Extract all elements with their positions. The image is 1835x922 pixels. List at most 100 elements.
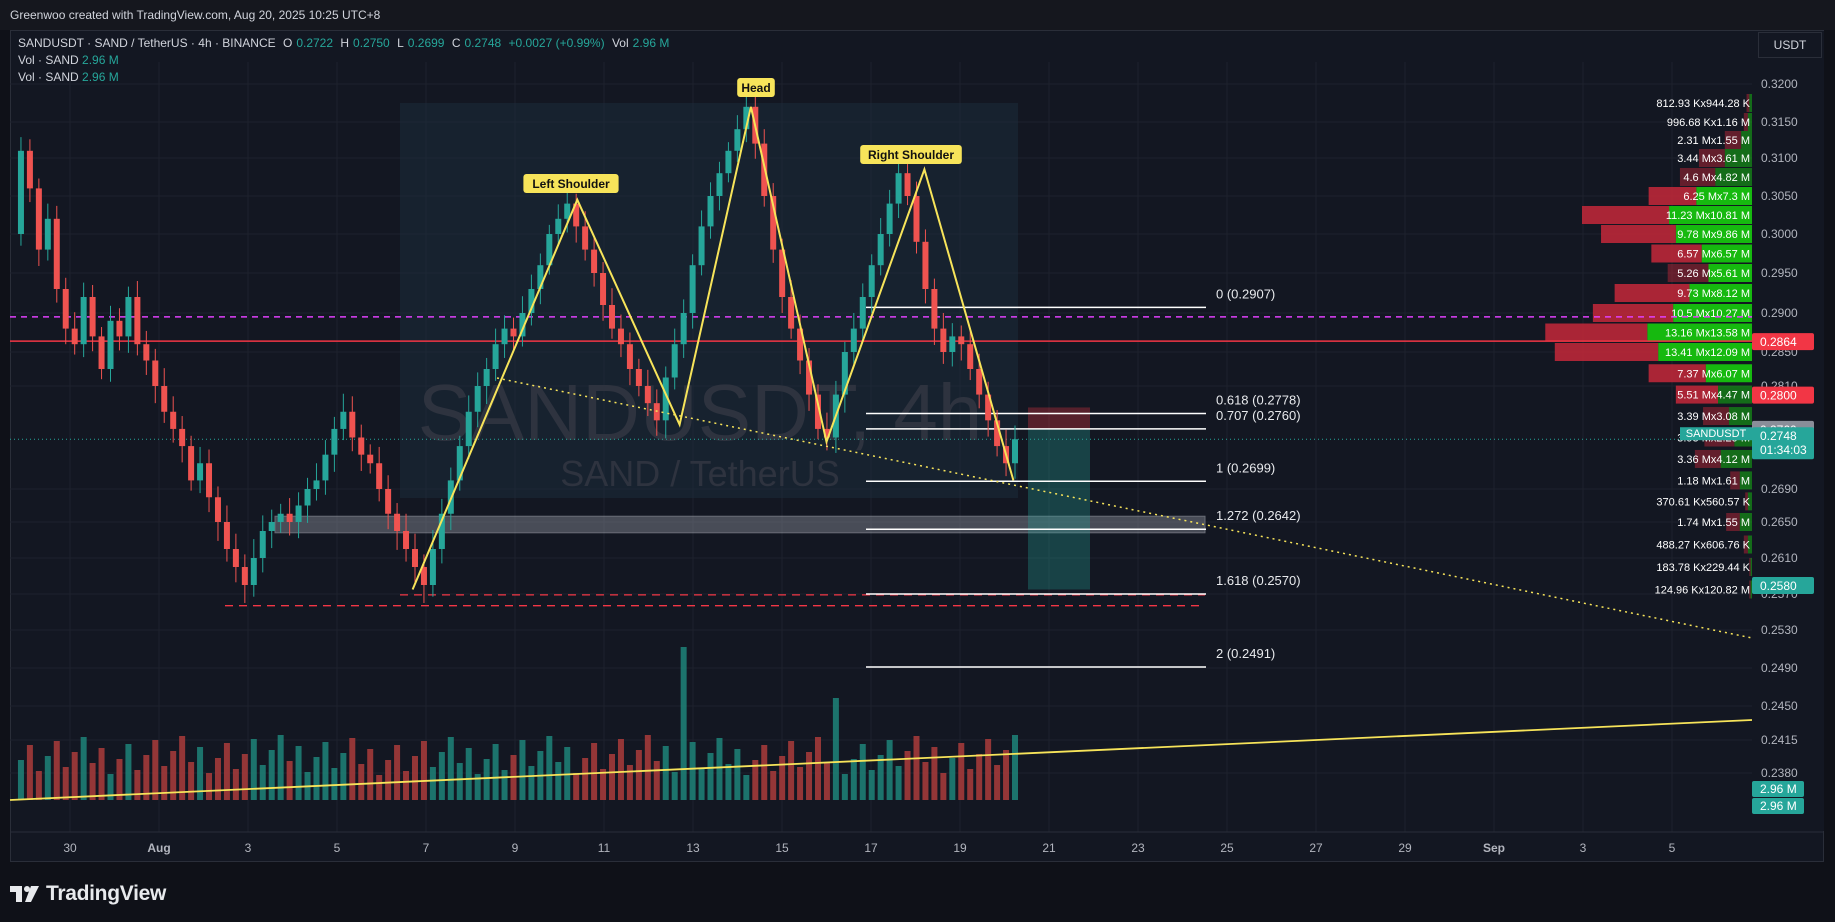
pattern-label-bg-1: [737, 78, 775, 97]
volume-bar: [609, 754, 616, 800]
candle-body: [877, 234, 884, 266]
vp-down-bar: [1679, 168, 1716, 186]
vp-down-bar: [1554, 343, 1659, 361]
candle-body: [385, 489, 392, 514]
close-value: 0.2748: [464, 36, 502, 50]
time-tick: 9: [512, 841, 519, 855]
volume-bar: [358, 764, 365, 800]
volume-bar: [967, 769, 974, 800]
vp-up-bar: [1724, 149, 1752, 167]
time-tick: 30: [63, 841, 77, 855]
volume-bar: [788, 741, 795, 800]
candle-body: [788, 297, 795, 329]
symbol-legend[interactable]: SANDUSDT · SAND / TetherUS · 4h · BINANC…: [18, 36, 673, 50]
candle-body: [474, 386, 481, 412]
volume-legend-2[interactable]: Vol · SAND 2.96 M: [18, 70, 119, 84]
volume-bar: [35, 771, 42, 800]
candle-body: [734, 129, 741, 151]
vol-indicator-label-2: Vol · SAND: [18, 70, 79, 84]
candle-body: [313, 480, 320, 489]
low-label: L: [397, 36, 404, 50]
time-tick: 3: [245, 841, 252, 855]
candle-body: [501, 328, 508, 345]
volume-bar: [689, 742, 696, 800]
vp-up-bar: [1747, 492, 1752, 511]
candle-body: [528, 289, 535, 313]
candle-body: [179, 428, 186, 447]
volume-bar: [80, 737, 87, 800]
vp-down-bar: [1667, 264, 1709, 282]
price-tick: 0.2650: [1761, 515, 1798, 529]
time-tick: 5: [1669, 841, 1676, 855]
volume-legend-1[interactable]: Vol · SAND 2.96 M: [18, 53, 119, 67]
symbol-title[interactable]: SANDUSDT · SAND / TetherUS · 4h · BINANC…: [18, 36, 276, 50]
candle-body: [71, 328, 78, 345]
price-label-bg: [1752, 333, 1814, 351]
volume-bar: [671, 772, 678, 800]
candle-body: [420, 567, 427, 585]
candle-body: [814, 394, 821, 429]
vp-up-bar: [1747, 113, 1752, 131]
vp-down-bar: [1592, 304, 1674, 322]
time-tick: Aug: [147, 841, 170, 855]
time-tick: 15: [775, 841, 789, 855]
candle-body: [98, 336, 105, 369]
neckline: [496, 377, 1753, 639]
candle-body: [546, 234, 553, 266]
fib-level-label: 1.618 (0.2570): [1216, 573, 1301, 588]
candle-body: [725, 150, 732, 174]
vp-value-label: 3.39 Mx3.08 M: [1677, 411, 1750, 423]
currency-selector[interactable]: USDT: [1758, 32, 1822, 58]
candle-body: [617, 328, 624, 345]
open-label: O: [282, 36, 293, 50]
volume-bar: [277, 735, 284, 800]
volume-bar: [268, 750, 275, 800]
candle-body: [600, 273, 607, 305]
fib-level-label: 0 (0.2907): [1216, 286, 1275, 301]
credit-text: Greenwoo created with TradingView.com, A…: [10, 8, 381, 22]
candle-body: [241, 567, 248, 585]
vp-value-label: 5.51 Mx4.47 M: [1677, 390, 1750, 402]
last-price-value: 0.2748: [1760, 429, 1797, 443]
candle-body: [994, 420, 1001, 447]
candle-body: [483, 369, 490, 386]
candle-body: [465, 411, 472, 447]
vol-indicator-value-1: 2.96 M: [82, 53, 119, 67]
volume-bar: [26, 745, 33, 800]
vp-up-bar: [1749, 94, 1752, 112]
time-tick: 3: [1580, 841, 1587, 855]
time-tick: 7: [423, 841, 430, 855]
candle-body: [250, 558, 257, 585]
vp-up-bar: [1675, 225, 1752, 243]
candle-body: [206, 463, 213, 498]
volume-bar: [707, 753, 714, 800]
volume-bar: [170, 751, 177, 800]
fib-level-label: 2 (0.2491): [1216, 646, 1275, 661]
volume-bar: [868, 770, 875, 800]
candle-body: [555, 218, 562, 234]
volume-bar: [44, 756, 51, 800]
vp-up-bar: [1718, 385, 1752, 404]
volume-bar: [985, 739, 992, 800]
vp-down-bar: [1545, 323, 1648, 342]
candle-body: [492, 344, 499, 369]
volume-bar: [116, 759, 123, 800]
candle-body: [626, 344, 633, 369]
volume-bar: [295, 746, 302, 800]
symbol-label: SANDUSDT: [1686, 428, 1747, 440]
candle-body: [904, 173, 911, 196]
volume-bar: [600, 769, 607, 800]
price-tick: 0.2690: [1761, 482, 1798, 496]
vp-value-label: 10.5 Mx10.27 M: [1671, 308, 1750, 320]
candle-body: [125, 297, 132, 337]
volume-bar: [188, 762, 195, 800]
volume-bar: [179, 736, 186, 800]
price-tick: 0.2950: [1761, 266, 1798, 280]
volume-bar: [313, 757, 320, 800]
vp-down-bar: [1651, 244, 1702, 263]
volume-bar: [564, 747, 571, 800]
vp-value-label: 13.16 Mx13.58 M: [1665, 328, 1750, 340]
vp-down-bar: [1743, 535, 1748, 554]
candle-body: [537, 265, 544, 289]
